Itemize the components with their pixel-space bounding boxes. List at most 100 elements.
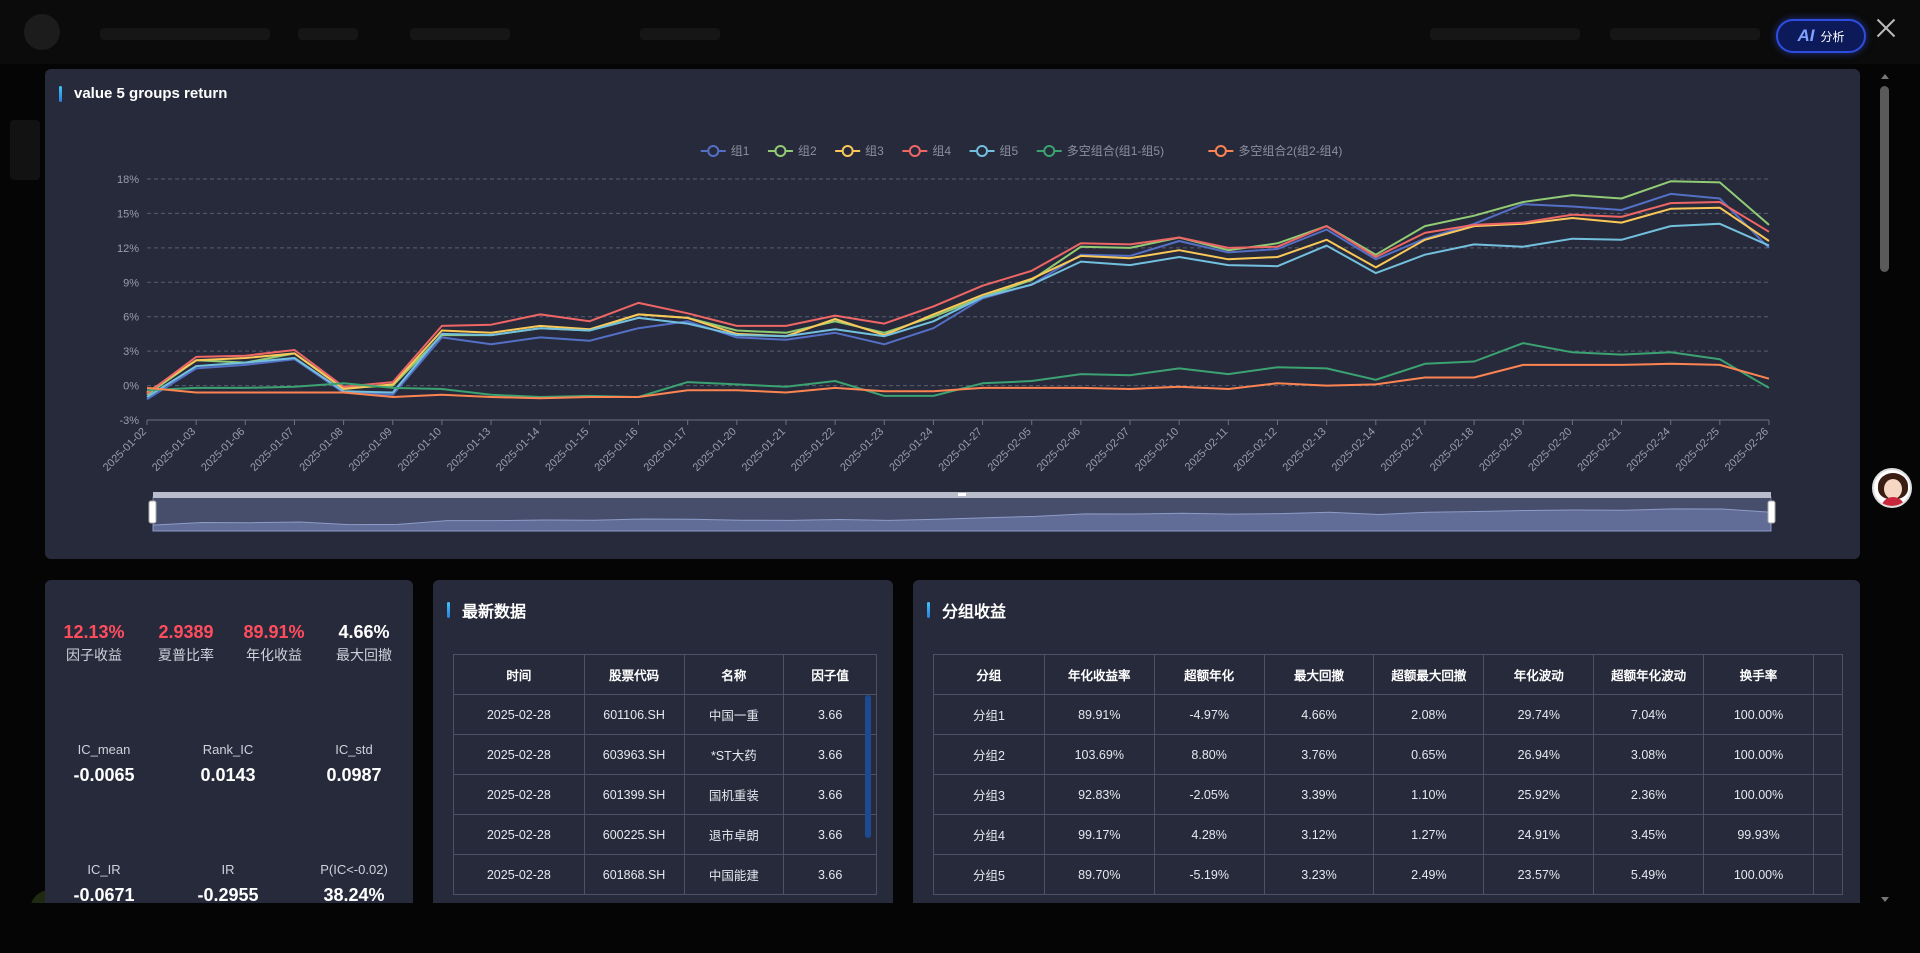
table-cell: 601106.SH <box>583 694 685 735</box>
column-header[interactable]: 名称 <box>683 654 785 695</box>
x-tick-label: 2025-02-25 <box>1674 426 1722 474</box>
x-tick-label: 2025-02-26 <box>1723 426 1771 474</box>
x-tick-label: 2025-02-07 <box>1084 426 1132 474</box>
series-line-3 <box>146 206 1770 394</box>
column-header[interactable]: 超额最大回撤 <box>1373 654 1485 695</box>
column-header[interactable]: 年化收益率 <box>1043 654 1155 695</box>
legend-marker[interactable] <box>1043 145 1056 157</box>
column-header[interactable]: 超额年化 <box>1153 654 1265 695</box>
scroll-up-icon[interactable] <box>1881 74 1889 79</box>
table-cell: 2025-02-28 <box>453 854 585 895</box>
stat-ic-std: IC_std 0.0987 <box>299 742 409 786</box>
table-row[interactable]: 2025-02-28 603963.SH *ST大药 3.66 <box>453 734 877 775</box>
column-header[interactable]: 换手率 <box>1703 654 1814 695</box>
table-row[interactable]: 2025-02-28 601868.SH 中国能建 3.66 <box>453 854 877 895</box>
legend-marker[interactable] <box>908 145 921 157</box>
table-cell: 1.10% <box>1373 774 1485 815</box>
column-header[interactable]: 分组 <box>933 654 1045 695</box>
legend-marker[interactable] <box>774 145 787 157</box>
x-tick-label: 2025-01-22 <box>789 426 837 474</box>
latest-data-title-text: 最新数据 <box>462 604 527 621</box>
column-header[interactable]: 因子值 <box>783 654 877 695</box>
metric-annual-return: 89.91% 年化收益 <box>229 622 319 665</box>
table-cell: 29.74% <box>1483 694 1595 735</box>
ai-analysis-button[interactable]: AI 分析 <box>1776 19 1866 53</box>
table-row[interactable]: 分组3 92.83% -2.05% 3.39% 1.10% 25.92% 2.36% 100.… <box>933 774 1844 815</box>
legend-marker[interactable] <box>707 145 720 157</box>
legend-label[interactable]: 多空组合2(组2-组4) <box>1238 143 1342 158</box>
legend-marker[interactable] <box>841 145 854 157</box>
modal-scrollbar[interactable] <box>1878 70 1892 906</box>
table-cell: 23.57% <box>1483 854 1595 895</box>
background-nav-item <box>100 28 270 40</box>
zoom-slider-track[interactable] <box>152 496 1772 532</box>
close-icon[interactable] <box>1874 16 1898 40</box>
latest-data-title: 最新数据 <box>447 598 526 622</box>
x-tick-label: 2025-02-11 <box>1183 426 1231 474</box>
table-row[interactable]: 分组5 89.70% -5.19% 3.23% 2.49% 23.57% 5.49% 100.… <box>933 854 1844 895</box>
table-cell: 103.69% <box>1043 734 1155 775</box>
metric-value: 2.9389 <box>158 622 214 642</box>
ai-logo-icon: AI <box>1797 26 1815 45</box>
x-tick-label: 2025-01-17 <box>642 426 690 474</box>
table-row[interactable]: 2025-02-28 601106.SH 中国一重 3.66 <box>453 694 877 735</box>
chart-panel: value 5 groups return -3% 0% 3% 6% 9% 12% 15% 1… <box>45 69 1860 559</box>
zoom-slider-grip-icon[interactable] <box>958 493 966 496</box>
table-cell: 2.36% <box>1593 774 1705 815</box>
x-tick-label: 2025-01-14 <box>494 426 542 474</box>
x-tick-label: 2025-01-08 <box>297 426 345 474</box>
table-cell: 4.28% <box>1153 814 1265 855</box>
scroll-down-icon[interactable] <box>1881 897 1889 902</box>
table-cell: 国机重装 <box>683 774 785 815</box>
stat-value: 0.0143 <box>200 765 256 785</box>
column-header[interactable]: 年化波动 <box>1483 654 1595 695</box>
legend-label[interactable]: 组2 <box>798 144 817 158</box>
stat-value: -0.0065 <box>73 765 135 785</box>
table-row[interactable]: 2025-02-28 601399.SH 国机重装 3.66 <box>453 774 877 815</box>
metric-value: 89.91% <box>243 622 305 642</box>
legend-label[interactable]: 多空组合(组1-组5) <box>1067 143 1164 158</box>
x-tick-label: 2025-02-21 <box>1575 426 1623 474</box>
table-row[interactable]: 分组4 99.17% 4.28% 3.12% 1.27% 24.91% 3.45% 99.93… <box>933 814 1844 855</box>
table-cell: 3.12% <box>1263 814 1375 855</box>
column-header[interactable]: 最大回撤 <box>1263 654 1375 695</box>
table-cell: -5.19% <box>1153 854 1265 895</box>
series-line-2 <box>146 180 1770 396</box>
table-cell: 600225.SH <box>583 814 685 855</box>
zoom-handle-left[interactable] <box>148 500 157 524</box>
legend-label[interactable]: 组5 <box>1000 144 1019 158</box>
table-cell: 3.39% <box>1263 774 1375 815</box>
legend-marker[interactable] <box>1214 145 1227 157</box>
x-tick-label: 2025-02-24 <box>1625 426 1673 474</box>
y-tick-label: 12% <box>117 243 139 255</box>
table-cell: 3.76% <box>1263 734 1375 775</box>
title-accent-bar <box>59 85 62 102</box>
chart-panel-title: value 5 groups return <box>59 85 227 102</box>
stat-value: -0.0671 <box>73 885 135 905</box>
column-header[interactable]: 超额年化波动 <box>1593 654 1705 695</box>
table-cell: 24.91% <box>1483 814 1595 855</box>
title-accent-bar <box>927 602 930 618</box>
scroll-thumb[interactable] <box>1880 86 1889 272</box>
legend-label[interactable]: 组4 <box>932 144 951 158</box>
latest-table-scrollbar[interactable] <box>865 695 871 838</box>
legend-label[interactable]: 组1 <box>731 144 750 158</box>
column-header[interactable]: 时间 <box>453 654 585 695</box>
table-row[interactable]: 分组1 89.91% -4.97% 4.66% 2.08% 29.74% 7.04% 100.… <box>933 694 1844 735</box>
table-cell: 99.17% <box>1043 814 1155 855</box>
zoom-slider-selection[interactable] <box>153 497 1771 531</box>
zoom-handle-right[interactable] <box>1767 500 1776 524</box>
latest-data-table: 时间 股票代码 名称 因子值 2025-02-28 601106.SH 中国一重 3.… <box>453 654 877 895</box>
table-cell: 中国能建 <box>683 854 785 895</box>
assistant-avatar[interactable] <box>1872 468 1912 508</box>
table-cell-spacer <box>1812 814 1844 855</box>
table-row[interactable]: 2025-02-28 600225.SH 退市卓朗 3.66 <box>453 814 877 855</box>
latest-data-panel: 最新数据 时间 股票代码 名称 因子值 2025-02-28 601106.SH 中… <box>433 580 893 953</box>
table-cell: 2.08% <box>1373 694 1485 735</box>
legend-marker[interactable] <box>976 145 989 157</box>
table-row[interactable]: 分组2 103.69% 8.80% 3.76% 0.65% 26.94% 3.08% 100.… <box>933 734 1844 775</box>
legend-label[interactable]: 组3 <box>865 144 884 158</box>
column-header[interactable]: 股票代码 <box>583 654 685 695</box>
table-cell: 中国一重 <box>683 694 785 735</box>
x-tick-label: 2025-01-20 <box>691 426 739 474</box>
